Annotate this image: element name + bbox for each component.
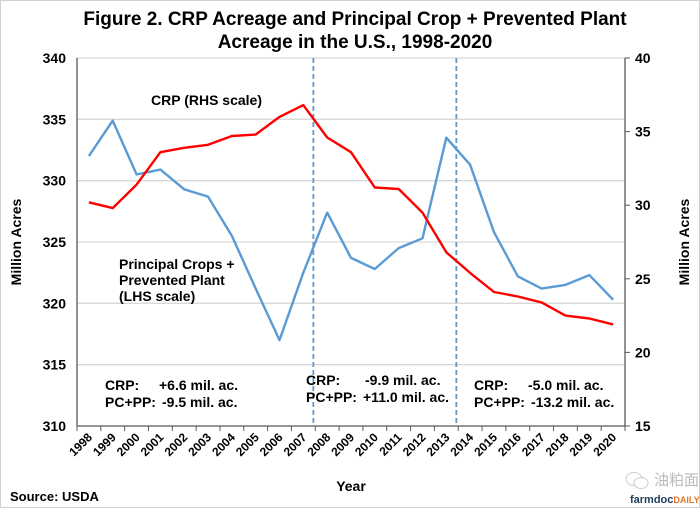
y-tick-label-left: 325 xyxy=(43,234,67,250)
x-tick-label: 2012 xyxy=(400,430,429,459)
right-y-ticks: 15 20 25 30 35 40 xyxy=(625,50,651,434)
annotation-3-crp-label: CRP: xyxy=(474,377,508,393)
y-tick-label-left: 310 xyxy=(43,418,67,434)
x-tick-label: 2019 xyxy=(567,430,596,459)
pcpp-series-label-line-3: (LHS scale) xyxy=(119,288,195,304)
x-tick-label: 2016 xyxy=(495,430,524,459)
annotation-1-pcpp-value: -9.5 mil. ac. xyxy=(162,394,237,410)
y-axis-label-left: Million Acres xyxy=(8,198,24,285)
chart-title-line-2: Acreage in the U.S., 1998-2020 xyxy=(218,32,493,53)
chart-title-line-1: Figure 2. CRP Acreage and Principal Crop… xyxy=(83,9,627,30)
x-tick-label: 2015 xyxy=(471,430,500,459)
annotation-2-crp-value: -9.9 mil. ac. xyxy=(365,372,440,388)
annotation-1-pcpp-label: PC+PP: xyxy=(105,394,156,410)
y-axis-label-right: Million Acres xyxy=(676,198,692,285)
x-tick-label: 2008 xyxy=(305,430,334,459)
annotation-1-crp-value: +6.6 mil. ac. xyxy=(159,377,238,393)
annotation-period-2: CRP: -9.9 mil. ac. PC+PP: +11.0 mil. ac. xyxy=(306,372,449,405)
farmdoc-logo: farmdocDAILY xyxy=(630,494,700,506)
x-axis-label: Year xyxy=(336,478,366,494)
x-tick-label: 1998 xyxy=(66,430,95,459)
x-tick-label: 2011 xyxy=(376,430,405,459)
y-tick-label-right: 15 xyxy=(635,418,651,434)
pcpp-series-label-line-2: Prevented Plant xyxy=(119,272,225,288)
x-tick-label: 2003 xyxy=(185,430,214,459)
x-tick-label: 2006 xyxy=(257,430,286,459)
y-tick-label-left: 335 xyxy=(43,111,67,127)
x-tick-label: 2001 xyxy=(138,430,167,459)
x-tick-label: 2014 xyxy=(447,430,476,459)
x-tick-label: 2000 xyxy=(114,430,143,459)
y-tick-label-left: 340 xyxy=(43,50,67,66)
x-ticks: 1998199920002001200220032004200520062007… xyxy=(66,426,625,459)
wechat-watermark: 油粕面 xyxy=(626,472,699,489)
x-tick-label: 2005 xyxy=(233,430,262,459)
y-tick-label-left: 315 xyxy=(43,357,67,373)
annotation-2-pcpp-label: PC+PP: xyxy=(306,389,357,405)
left-y-ticks: 310 315 320 325 330 335 340 xyxy=(43,50,67,434)
crp-series-label: CRP (RHS scale) xyxy=(151,92,262,108)
series-lines xyxy=(89,105,613,340)
x-tick-label: 2010 xyxy=(352,430,381,459)
y-tick-label-left: 320 xyxy=(43,295,67,311)
x-tick-label: 2020 xyxy=(590,430,619,459)
y-tick-label-right: 25 xyxy=(635,271,651,287)
y-tick-label-right: 40 xyxy=(635,50,651,66)
annotation-period-3: CRP: -5.0 mil. ac. PC+PP: -13.2 mil. ac. xyxy=(474,377,614,410)
x-tick-label: 2007 xyxy=(281,430,310,459)
y-tick-label-right: 35 xyxy=(635,124,651,140)
farmdoc-brand: farmdocDAILY xyxy=(630,494,700,506)
wechat-account-name: 油粕面 xyxy=(654,472,699,489)
annotation-2-pcpp-value: +11.0 mil. ac. xyxy=(363,389,449,405)
x-tick-label: 2018 xyxy=(543,430,572,459)
annotation-3-pcpp-label: PC+PP: xyxy=(474,394,525,410)
x-tick-label: 2009 xyxy=(328,430,357,459)
y-tick-label-right: 20 xyxy=(635,344,651,360)
annotation-2-crp-label: CRP: xyxy=(306,372,340,388)
annotation-1-crp-label: CRP: xyxy=(105,377,139,393)
x-tick-label: 2013 xyxy=(424,430,453,459)
annotation-period-1: CRP: +6.6 mil. ac. PC+PP: -9.5 mil. ac. xyxy=(105,377,238,410)
y-tick-label-right: 30 xyxy=(635,197,651,213)
brand-main-text: farmdoc xyxy=(630,494,673,506)
annotation-3-crp-value: -5.0 mil. ac. xyxy=(528,377,603,393)
x-tick-label: 1999 xyxy=(90,430,119,459)
source-note: Source: USDA xyxy=(10,489,99,504)
x-tick-label: 2002 xyxy=(162,430,191,459)
annotation-3-pcpp-value: -13.2 mil. ac. xyxy=(531,394,614,410)
x-tick-label: 2017 xyxy=(519,430,548,459)
pcpp-series-label-line-1: Principal Crops + xyxy=(119,256,235,272)
brand-sub-text: DAILY xyxy=(673,495,699,505)
x-tick-label: 2004 xyxy=(209,430,238,459)
y-tick-label-left: 330 xyxy=(43,173,67,189)
wechat-icon xyxy=(626,473,648,489)
